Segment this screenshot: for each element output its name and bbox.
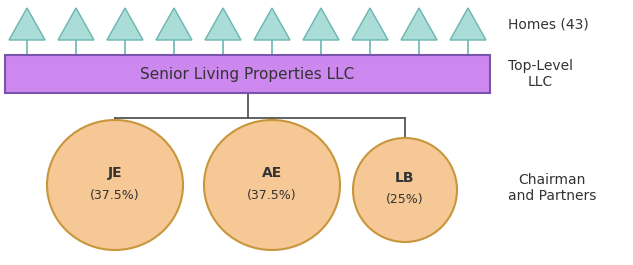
Ellipse shape [204,120,340,250]
Text: (37.5%): (37.5%) [90,188,140,201]
Text: AE: AE [262,166,282,180]
Text: LB: LB [395,171,415,185]
Ellipse shape [47,120,183,250]
Polygon shape [107,8,143,40]
Polygon shape [450,8,486,40]
Polygon shape [254,8,290,40]
Polygon shape [205,8,241,40]
Polygon shape [352,8,388,40]
Text: (25%): (25%) [386,193,424,206]
Polygon shape [156,8,192,40]
Text: Homes (43): Homes (43) [508,18,589,32]
Text: Top-Level
LLC: Top-Level LLC [508,59,573,89]
Polygon shape [58,8,94,40]
FancyBboxPatch shape [5,55,490,93]
Text: Senior Living Properties LLC: Senior Living Properties LLC [141,67,354,82]
Text: Chairman
and Partners: Chairman and Partners [508,173,596,203]
Polygon shape [303,8,339,40]
Polygon shape [9,8,45,40]
Text: (37.5%): (37.5%) [248,188,297,201]
Text: JE: JE [108,166,122,180]
Polygon shape [401,8,437,40]
Ellipse shape [353,138,457,242]
